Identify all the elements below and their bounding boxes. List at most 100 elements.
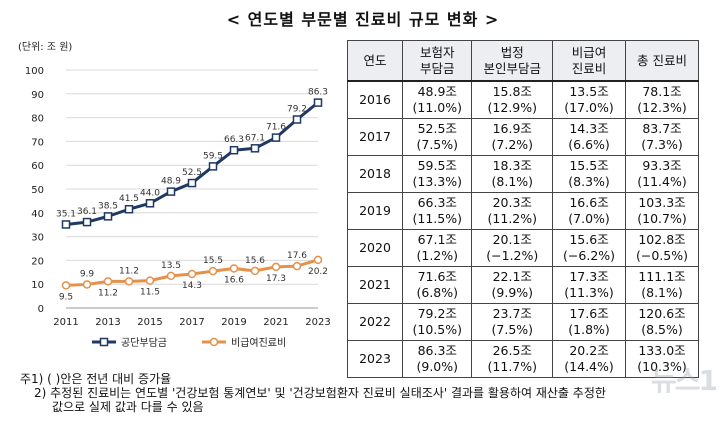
table-row: 2020 67.1조 (1.2%) 20.1조 (−1.2%) 15.6조 (−6.2%) 1… — [347, 229, 699, 267]
data-point — [187, 269, 197, 279]
column-header-line: 본인부담금 — [483, 60, 542, 76]
data-point — [271, 133, 281, 142]
x-tick-label: 2019 — [221, 317, 246, 328]
legend-label: 비급여진료비 — [231, 337, 286, 349]
value-cell: 67.1조 (1.2%) — [401, 229, 473, 267]
data-point — [103, 212, 113, 221]
footnotes: 주1) ( )안은 전년 대비 증가율 2) 추정된 진료비는 연도별 '건강보… — [20, 372, 606, 414]
column-header-line: 보험자 — [419, 44, 455, 60]
growth-rate: (7.5%) — [416, 137, 458, 152]
value-cell: 15.8조 (12.9%) — [471, 80, 554, 119]
data-label: 41.5 — [119, 194, 139, 204]
value-cell: 133.0조 (10.3%) — [625, 340, 699, 378]
value-cell: 23.7조 (7.5%) — [471, 303, 554, 341]
data-point — [145, 276, 155, 285]
value-cell: 15.5조 (8.3%) — [552, 155, 627, 193]
table-body: 2016 48.9조 (11.0%) 15.8조 (12.9%) 13.5조 (17.0%)… — [347, 80, 699, 378]
value-cell: 120.6조 (8.5%) — [625, 303, 699, 341]
growth-rate: (8.3%) — [568, 174, 610, 189]
data-label: 16.6 — [224, 275, 244, 285]
amount: 66.3조 — [417, 195, 457, 210]
amount: 133.0조 — [638, 343, 686, 358]
x-tick-label: 2017 — [179, 317, 204, 328]
value-cell: 17.3조 (11.3%) — [552, 266, 627, 304]
amount: 67.1조 — [417, 232, 457, 247]
amount: 120.6조 — [638, 306, 686, 321]
amount: 15.8조 — [492, 84, 532, 99]
value-cell: 16.6조 (7.0%) — [552, 192, 627, 230]
year-cell: 2021 — [347, 266, 403, 304]
column-header-line: 연도 — [363, 52, 387, 68]
data-label: 36.1 — [77, 207, 97, 217]
amount: 71.6조 — [417, 269, 457, 284]
value-cell: 20.2조 (14.4%) — [552, 340, 627, 378]
value-cell: 71.6조 (6.8%) — [401, 266, 473, 304]
value-cell: 48.9조 (11.0%) — [401, 80, 473, 119]
data-label: 13.5 — [161, 261, 181, 271]
column-header-line: 부담금 — [419, 60, 455, 76]
data-label: 20.2 — [308, 267, 328, 277]
amount: 79.2조 — [417, 306, 457, 321]
column-header: 보험자 부담금 — [401, 40, 473, 82]
value-cell: 14.3조 (6.6%) — [552, 118, 627, 156]
y-tick-label: 100 — [25, 66, 44, 77]
value-cell: 13.5조 (17.0%) — [552, 80, 627, 119]
x-axis: 2011 2013 2015 2017 2019 2021 2023 — [53, 317, 330, 328]
growth-rate: (−1.2%) — [486, 248, 539, 263]
data-point — [229, 264, 239, 273]
year-cell: 2019 — [347, 192, 403, 230]
value-cell: 16.9조 (7.2%) — [471, 118, 554, 156]
data-point — [124, 277, 134, 286]
data-point — [250, 266, 260, 276]
data-label: 17.3 — [266, 274, 286, 284]
amount: 111.1조 — [638, 269, 686, 284]
data-label: 59.5 — [203, 151, 223, 161]
amount: 20.1조 — [492, 232, 532, 247]
data-label: 86.3 — [308, 88, 328, 98]
amount: 22.1조 — [492, 269, 532, 284]
table-row: 2019 66.3조 (11.5%) 20.3조 (11.2%) 16.6조 (7.0%) 1… — [347, 192, 699, 230]
figure-title: < 연도별 부문별 진료비 규모 변화 > — [226, 10, 500, 29]
legend-label: 공단부담금 — [121, 337, 167, 349]
footnote-2: 2) 추정된 진료비는 연도별 '건강보험 통계연보' 및 '건강보험환자 진료… — [34, 386, 606, 400]
growth-rate: (11.4%) — [637, 174, 687, 189]
column-header: 비급여 진료비 — [552, 40, 627, 82]
y-tick-label: 40 — [31, 209, 44, 220]
data-label: 11.2 — [119, 266, 139, 276]
unit-label: (단위: 조 원) — [18, 40, 72, 53]
data-label: 35.1 — [56, 209, 76, 219]
amount: 86.3조 — [417, 343, 457, 358]
amount: 78.1조 — [642, 84, 682, 99]
legend: 공단부담금 비급여진료비 — [92, 337, 286, 349]
amount: 103.3조 — [638, 195, 686, 210]
data-label: 38.5 — [98, 201, 118, 211]
growth-rate: (−6.2%) — [563, 248, 616, 263]
amount: 16.6조 — [569, 195, 609, 210]
growth-rate: (14.4%) — [564, 359, 614, 374]
growth-rate: (11.7%) — [487, 359, 537, 374]
amount: 93.3조 — [642, 158, 682, 173]
table-row: 2022 79.2조 (10.5%) 23.7조 (7.5%) 17.6조 (1.8%) 12… — [347, 303, 699, 341]
data-point — [166, 271, 176, 281]
growth-rate: (11.3%) — [564, 285, 614, 300]
amount: 48.9조 — [417, 84, 457, 99]
column-header-line: 비급여 — [571, 44, 607, 60]
table-row: 2018 59.5조 (13.3%) 18.3조 (8.1%) 15.5조 (8.3%) 93… — [347, 155, 699, 193]
growth-rate: (6.6%) — [568, 137, 610, 152]
x-tick-label: 2015 — [137, 317, 162, 328]
data-label: 11.5 — [140, 288, 160, 298]
data-point — [166, 187, 176, 196]
data-table: 연도 보험자 부담금 법정 본인부담금 비급여 진료비 총 진료비 2016 48.9조 (11.… — [347, 40, 699, 378]
value-cell: 26.5조 (11.7%) — [471, 340, 554, 378]
data-point — [271, 262, 281, 272]
growth-rate: (9.9%) — [491, 285, 534, 300]
amount: 83.7조 — [642, 121, 682, 136]
amount: 52.5조 — [417, 121, 457, 136]
growth-rate: (13.3%) — [412, 174, 462, 189]
value-cell: 102.8조 (−0.5%) — [625, 229, 699, 267]
growth-rate: (8.1%) — [491, 174, 534, 189]
data-label: 9.5 — [59, 292, 73, 302]
value-cell: 93.3조 (11.4%) — [625, 155, 699, 193]
data-point — [124, 204, 134, 214]
amount: 18.3조 — [492, 158, 532, 173]
